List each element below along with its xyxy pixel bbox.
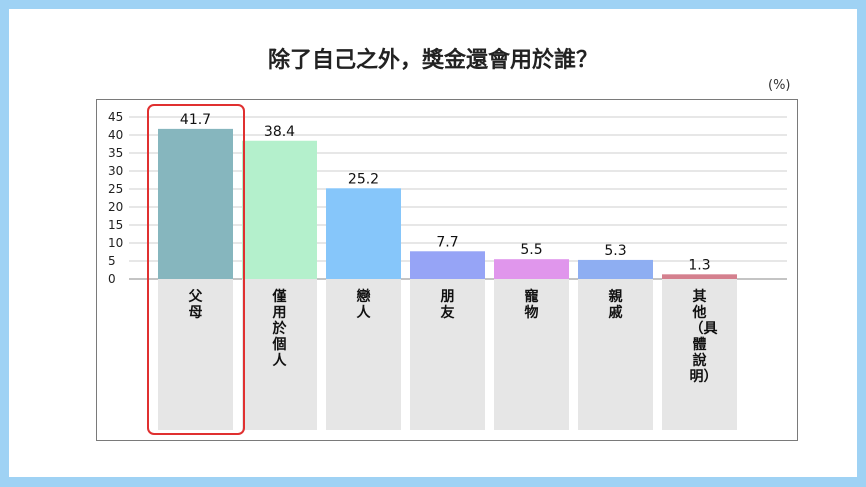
y-tick-label: 25 xyxy=(108,182,123,196)
bar xyxy=(326,188,401,279)
y-tick-label: 0 xyxy=(108,272,116,286)
category-label: 寵物 xyxy=(524,289,539,321)
category-label: 僅用於個人 xyxy=(272,289,287,369)
y-tick-label: 15 xyxy=(108,218,123,232)
y-tick-label: 10 xyxy=(108,236,123,250)
y-tick-label: 20 xyxy=(108,200,123,214)
chart-title: 除了自己之外，獎金還會用於誰？ xyxy=(267,48,598,73)
chart-area xyxy=(96,99,798,441)
category-label-panel xyxy=(242,279,317,430)
category-label: 朋友 xyxy=(440,289,455,321)
y-tick-label: 35 xyxy=(108,146,123,160)
y-tick-label: 5 xyxy=(108,254,116,268)
y-tick-label: 40 xyxy=(108,128,123,142)
value-label: 5.5 xyxy=(520,242,542,258)
bar xyxy=(662,274,737,279)
category-label: 其他（具體說明） xyxy=(689,289,718,385)
value-label: 1.3 xyxy=(688,257,710,273)
value-label: 5.3 xyxy=(604,243,626,259)
category-label-panel xyxy=(662,279,737,430)
bar xyxy=(578,259,653,279)
category-label-panel xyxy=(578,279,653,430)
value-label: 7.7 xyxy=(436,234,458,250)
bar xyxy=(242,140,317,279)
category-label: 親戚 xyxy=(608,289,623,321)
category-label-panel xyxy=(410,279,485,430)
category-label-panel xyxy=(494,279,569,430)
value-label: 38.4 xyxy=(264,124,295,140)
bar xyxy=(158,128,233,279)
bar xyxy=(410,251,485,279)
value-label: 25.2 xyxy=(348,171,379,187)
unit-label: (%) xyxy=(768,78,791,93)
category-label-panel xyxy=(158,279,233,430)
category-label: 父母 xyxy=(188,289,203,321)
category-label-panel xyxy=(326,279,401,430)
bar xyxy=(494,259,569,279)
highlight-box xyxy=(147,104,245,435)
value-label: 41.7 xyxy=(180,112,211,128)
category-label: 戀人 xyxy=(356,289,371,321)
y-tick-label: 30 xyxy=(108,164,123,178)
y-tick-label: 45 xyxy=(108,110,123,124)
